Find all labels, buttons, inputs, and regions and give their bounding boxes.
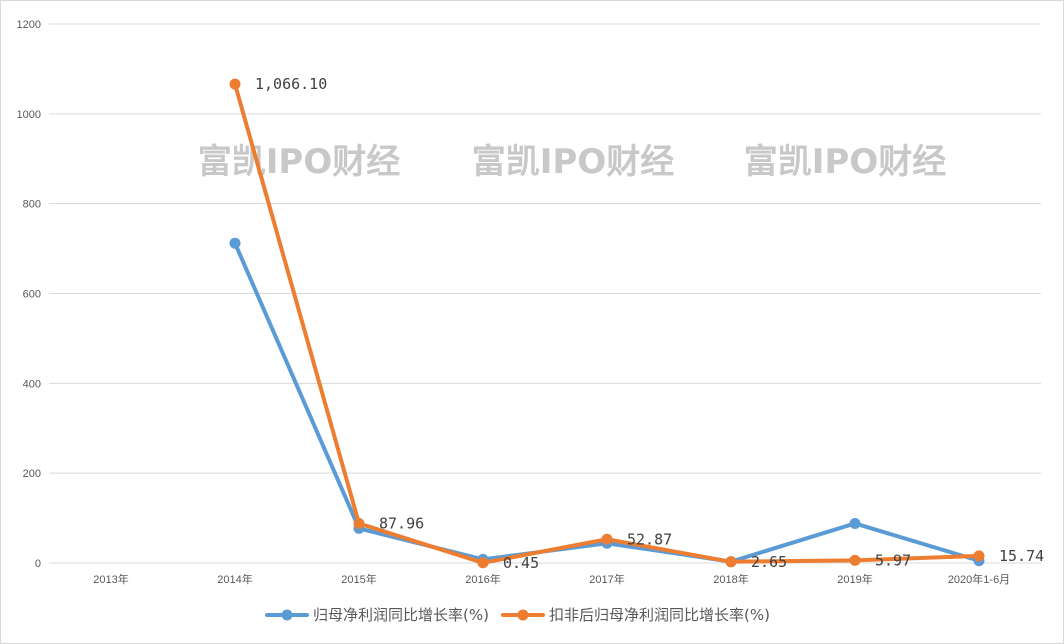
x-tick-label: 2014年 [217,572,252,586]
y-tick-label: 600 [23,289,41,301]
data-point [229,78,241,90]
x-tick-label: 2017年 [589,572,624,586]
legend-swatch-marker [281,609,293,621]
data-label: 5.97 [875,551,911,569]
x-tick-label: 2016年 [465,572,500,586]
series-line [233,241,981,564]
data-label: 52.87 [627,530,672,548]
legend-swatch-marker [517,609,529,621]
watermark-text: 富凯IPO财经 [472,142,674,182]
x-tick-label: 2015年 [341,572,376,586]
watermark-text: 富凯IPO财经 [198,142,400,182]
data-point [973,550,985,562]
watermark-layer: 富凯IPO财经 富凯IPO财经 富凯IPO财经 [198,142,946,182]
data-point [353,517,365,529]
y-tick-label: 1200 [17,19,41,31]
x-axis: 2013年 2014年 2015年 2016年 2017年 2018年 2019年 2020年… [93,572,1010,586]
data-label: 87.96 [379,514,424,532]
series-1 [229,78,985,569]
data-point [849,554,861,566]
data-point [725,556,737,568]
legend: 归母净利润同比增长率(%) 扣非后归母净利润同比增长率(%) [265,606,770,624]
legend-label: 扣非后归母净利润同比增长率(%) [549,606,770,624]
series-0 [229,237,985,568]
legend-item-0: 归母净利润同比增长率(%) [265,606,489,624]
x-tick-label: 2018年 [713,572,748,586]
legend-item-1: 扣非后归母净利润同比增长率(%) [500,606,770,624]
x-tick-label: 2013年 [93,572,128,586]
y-tick-label: 1000 [17,109,41,121]
data-point [849,517,861,529]
data-label: 1,066.10 [255,75,327,93]
series-layer [229,78,985,569]
gridlines [49,23,1041,564]
y-tick-label: 400 [23,378,41,390]
data-point [601,533,613,545]
data-point [477,557,489,569]
data-label: 2.65 [751,553,787,571]
y-tick-label: 800 [23,199,41,211]
legend-label: 归母净利润同比增长率(%) [313,606,489,624]
x-tick-label: 2019年 [837,572,872,586]
data-labels: 1,066.10 87.96 0.45 52.87 2.65 5.97 15.74 [255,75,1044,572]
data-label: 15.74 [999,547,1044,565]
y-tick-label: 200 [23,468,41,480]
data-point [229,237,241,249]
y-axis: 0 200 400 600 800 1000 1200 [17,19,41,570]
watermark-text: 富凯IPO财经 [744,142,946,182]
y-tick-label: 0 [35,558,41,570]
x-tick-label: 2020年1-6月 [948,572,1010,586]
data-label: 0.45 [503,554,539,572]
